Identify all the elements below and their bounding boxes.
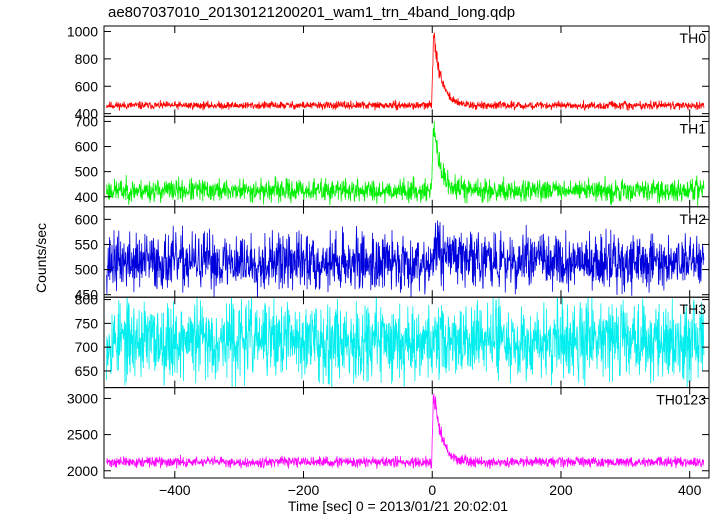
y-tick-label: 800 bbox=[75, 51, 99, 67]
y-tick-label: 700 bbox=[75, 113, 99, 129]
y-tick-label: 3000 bbox=[67, 390, 98, 406]
y-tick-label: 550 bbox=[75, 236, 99, 252]
y-tick-label: 750 bbox=[75, 315, 99, 331]
y-tick-label: 700 bbox=[75, 339, 99, 355]
y-tick-label: 600 bbox=[75, 78, 99, 94]
series-line-th1 bbox=[106, 121, 705, 207]
panels-group: 400 600 800 1000 TH0 400 500 600 700 TH1 450 500 550… bbox=[67, 23, 710, 479]
y-tick-label: 400 bbox=[75, 106, 99, 122]
series-line-th2 bbox=[106, 220, 705, 298]
y-tick-label: 1000 bbox=[67, 23, 98, 39]
series-label-th1: TH1 bbox=[680, 120, 707, 136]
panel-frame bbox=[103, 25, 710, 117]
panel-th0123: 2000 2500 3000 TH0123 bbox=[67, 387, 710, 479]
panel-th1: 400 500 600 700 TH1 bbox=[75, 113, 710, 208]
x-tick-label: 200 bbox=[549, 482, 573, 498]
series-label-th0: TH0 bbox=[680, 30, 707, 46]
x-tick-label: 400 bbox=[678, 482, 702, 498]
y-tick-label: 500 bbox=[75, 262, 99, 278]
x-tick-label: 0 bbox=[428, 482, 436, 498]
panel-th2: 450 500 550 600 TH2 bbox=[75, 206, 710, 303]
x-tick-label: −200 bbox=[288, 482, 320, 498]
y-axis-label: Counts/sec bbox=[33, 223, 49, 293]
y-tick-label: 2500 bbox=[67, 427, 98, 443]
y-tick-label: 600 bbox=[75, 211, 99, 227]
y-tick-label: 400 bbox=[75, 189, 99, 205]
chart-title: ae807037010_20130121200201_wam1_trn_4ban… bbox=[108, 4, 515, 21]
y-tick-label: 2000 bbox=[67, 463, 98, 479]
x-axis-label: Time [sec] 0 = 2013/01/21 20:02:01 bbox=[288, 498, 508, 514]
series-line-th0123 bbox=[106, 393, 705, 469]
x-tick-label: −400 bbox=[159, 482, 191, 498]
series-line-th3 bbox=[106, 297, 705, 388]
y-tick-label: 500 bbox=[75, 164, 99, 180]
y-tick-label: 650 bbox=[75, 363, 99, 379]
series-label-th0123: TH0123 bbox=[656, 392, 706, 408]
series-line-th0 bbox=[106, 32, 705, 112]
series-label-th3: TH3 bbox=[680, 301, 707, 317]
panel-frame bbox=[103, 387, 710, 479]
y-tick-label: 600 bbox=[75, 139, 99, 155]
series-label-th2: TH2 bbox=[680, 211, 707, 227]
panel-th3: 650 700 750 800 TH3 bbox=[75, 292, 710, 389]
y-tick-label: 450 bbox=[75, 287, 99, 303]
y-tick-label: 800 bbox=[75, 292, 99, 308]
x-axis: −400 −200 0 200 400 bbox=[159, 482, 702, 498]
panel-th0: 400 600 800 1000 TH0 bbox=[67, 23, 710, 122]
